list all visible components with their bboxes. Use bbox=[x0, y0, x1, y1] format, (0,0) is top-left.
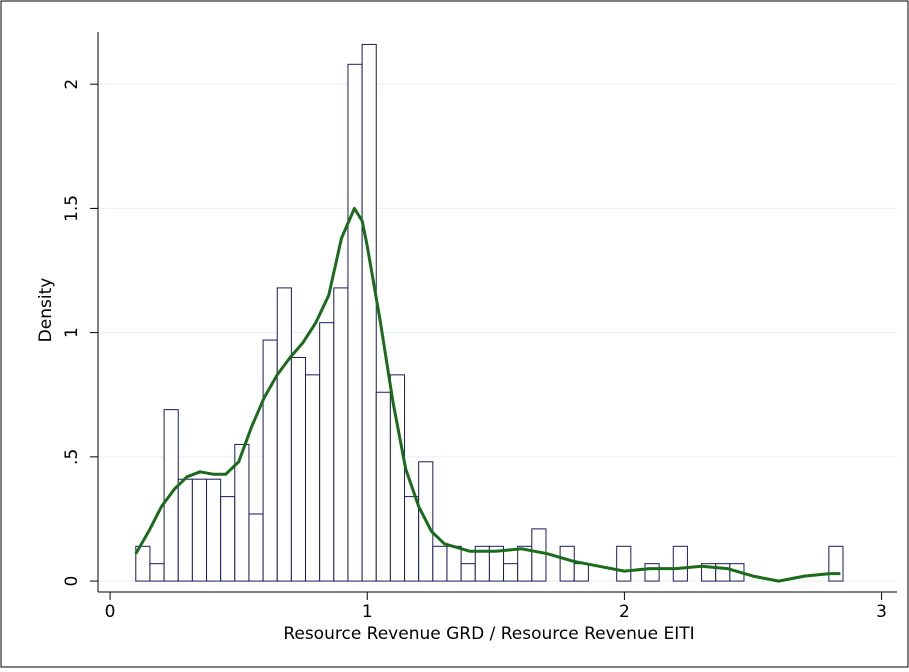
y-tick-label: 0 bbox=[62, 576, 82, 587]
x-tick-label: 3 bbox=[876, 602, 887, 622]
bar bbox=[234, 443, 250, 582]
bar bbox=[644, 563, 660, 582]
bar bbox=[531, 528, 547, 582]
bar bbox=[220, 496, 236, 582]
density-line bbox=[134, 206, 841, 583]
bar bbox=[616, 545, 632, 582]
bar bbox=[319, 322, 335, 582]
x-tick-label: 0 bbox=[105, 602, 116, 622]
y-tick-label: 1 bbox=[62, 327, 82, 338]
bar bbox=[191, 478, 208, 582]
y-axis-label: Density bbox=[36, 278, 56, 343]
bar bbox=[375, 391, 391, 582]
y-tick-label: .5 bbox=[62, 449, 82, 465]
bar bbox=[361, 43, 377, 582]
bar bbox=[446, 545, 462, 582]
x-axis-label: Resource Revenue GRD / Resource Revenue … bbox=[283, 624, 694, 644]
bar bbox=[347, 63, 363, 582]
bar bbox=[290, 356, 307, 582]
bar bbox=[177, 478, 193, 582]
bar bbox=[573, 563, 589, 582]
bar bbox=[305, 374, 321, 582]
bar bbox=[672, 545, 688, 582]
bar bbox=[460, 563, 476, 582]
bar bbox=[276, 287, 292, 582]
bar bbox=[149, 563, 165, 582]
bar bbox=[503, 563, 519, 582]
bar bbox=[333, 287, 349, 582]
bar bbox=[828, 545, 844, 582]
x-tick-label: 2 bbox=[619, 602, 630, 622]
bar bbox=[559, 545, 575, 582]
y-tick-label: 1.5 bbox=[62, 195, 82, 222]
y-tick-label: 2 bbox=[62, 79, 82, 90]
bar bbox=[206, 478, 222, 582]
x-tick-label: 1 bbox=[362, 602, 373, 622]
bar bbox=[248, 513, 264, 582]
bar bbox=[432, 545, 448, 582]
bar bbox=[404, 496, 420, 582]
bar bbox=[389, 374, 406, 582]
